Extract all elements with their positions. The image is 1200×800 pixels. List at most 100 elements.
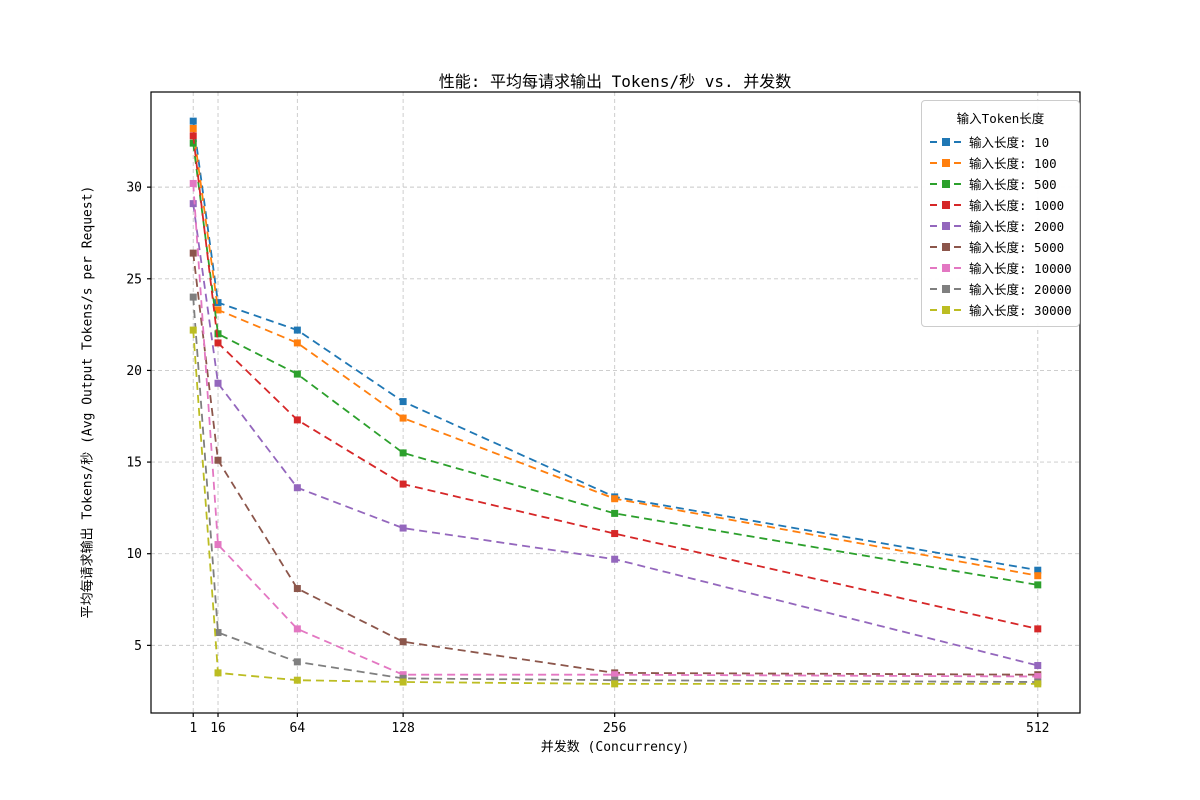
legend-swatch	[930, 242, 962, 251]
legend-swatch	[930, 158, 962, 167]
series-line	[192, 252, 1038, 676]
series-marker	[189, 249, 197, 257]
legend-swatch	[930, 221, 962, 230]
series-marker	[189, 117, 197, 125]
series-line	[192, 120, 1038, 572]
series-marker	[399, 638, 407, 646]
legend: 输入Token长度 输入长度: 10 输入长度: 100 输入长度: 500 输入长度…	[921, 100, 1080, 327]
series-marker	[189, 200, 197, 208]
legend-item: 输入长度: 30000	[930, 299, 1072, 320]
series-marker	[189, 179, 197, 187]
series-marker	[214, 339, 222, 347]
chart-title: 性能: 平均每请求输出 Tokens/秒 vs. 并发数	[438, 72, 792, 91]
series-marker	[611, 530, 619, 538]
y-tick-label: 5	[134, 639, 142, 654]
x-tick-label: 1	[189, 721, 197, 736]
series-marker	[1034, 566, 1042, 574]
series-line	[192, 183, 1038, 678]
y-tick-label: 25	[126, 272, 142, 287]
series-line	[192, 203, 1039, 667]
series-line	[192, 330, 1038, 685]
series-marker	[611, 676, 619, 684]
series-marker	[214, 669, 222, 677]
series-marker	[293, 585, 301, 593]
series-marker	[611, 555, 619, 563]
legend-swatch	[930, 137, 962, 146]
series-marker	[611, 509, 619, 517]
series-marker	[1034, 625, 1042, 633]
series-marker	[293, 658, 301, 666]
legend-item: 输入长度: 10	[930, 131, 1071, 152]
plot-border	[150, 91, 1081, 714]
legend-item-label: 输入长度: 5000	[969, 240, 1065, 255]
series-marker	[189, 132, 197, 140]
y-tick-label: 10	[126, 547, 142, 562]
series-marker	[214, 541, 222, 549]
legend-item-label: 输入长度: 1000	[969, 198, 1065, 213]
series-marker	[293, 370, 301, 378]
series-marker	[611, 680, 619, 688]
x-axis-label: 并发数 (Concurrency)	[540, 740, 690, 755]
series-marker	[214, 330, 222, 338]
series-marker	[611, 495, 619, 503]
series-marker	[214, 379, 222, 387]
series-line	[192, 128, 1038, 577]
legend-item: 输入长度: 2000	[930, 215, 1071, 236]
legend-item-label: 输入长度: 2000	[969, 219, 1065, 234]
series-marker	[214, 456, 222, 464]
series-marker	[1034, 572, 1042, 580]
y-tick-label: 15	[126, 456, 142, 471]
series-marker	[293, 484, 301, 492]
series-marker	[293, 676, 301, 684]
series-marker	[1034, 662, 1042, 670]
legend-item-label: 输入长度: 30000	[969, 303, 1072, 318]
legend-item-label: 输入长度: 10000	[969, 261, 1072, 276]
series-line	[192, 142, 1038, 586]
series-marker	[189, 293, 197, 301]
series-marker	[399, 449, 407, 457]
legend-items: 输入长度: 10 输入长度: 100 输入长度: 500 输入长度: 1000 输入长度…	[930, 131, 1072, 320]
series-marker	[1034, 581, 1042, 589]
y-axis-label: 平均每请求输出 Tokens/秒 (Avg Output Tokens/s pe…	[80, 185, 96, 619]
series-marker	[399, 674, 407, 682]
x-tick-label: 16	[210, 721, 226, 736]
legend-title: 输入Token长度	[956, 111, 1045, 126]
legend-swatch	[930, 263, 962, 272]
legend-swatch	[930, 179, 962, 188]
x-tick-label: 64	[290, 721, 306, 736]
legend-item: 输入长度: 5000	[930, 236, 1071, 257]
series-marker	[1034, 673, 1042, 681]
x-tick-label: 128	[391, 721, 414, 736]
series-marker	[611, 671, 619, 679]
legend-item: 输入长度: 20000	[930, 278, 1072, 299]
series-marker	[399, 398, 407, 406]
y-tick-label: 30	[126, 181, 142, 196]
legend-item-label: 输入长度: 500	[969, 177, 1057, 192]
series-marker	[214, 299, 222, 307]
series-line	[192, 135, 1038, 630]
series-marker	[399, 671, 407, 679]
legend-item: 输入长度: 1000	[930, 194, 1071, 215]
series-marker	[189, 124, 197, 132]
series-marker	[399, 678, 407, 686]
series-marker	[214, 306, 222, 314]
legend-item-label: 输入长度: 100	[969, 156, 1057, 171]
legend-swatch	[930, 305, 962, 314]
x-tick-label: 256	[603, 721, 626, 736]
series-marker	[293, 416, 301, 424]
series-marker	[399, 480, 407, 488]
series-marker	[293, 625, 301, 633]
series-marker	[214, 629, 222, 637]
legend-swatch	[930, 284, 962, 293]
series-marker	[399, 524, 407, 532]
legend-item-label: 输入长度: 20000	[969, 282, 1072, 297]
legend-swatch	[930, 200, 962, 209]
legend-item: 输入长度: 10000	[930, 257, 1072, 278]
y-tick-label: 20	[126, 364, 142, 379]
x-tick-label: 512	[1026, 721, 1049, 736]
legend-item: 输入长度: 100	[930, 152, 1071, 173]
legend-item: 输入长度: 500	[930, 173, 1071, 194]
legend-item-label: 输入长度: 10	[969, 135, 1050, 150]
